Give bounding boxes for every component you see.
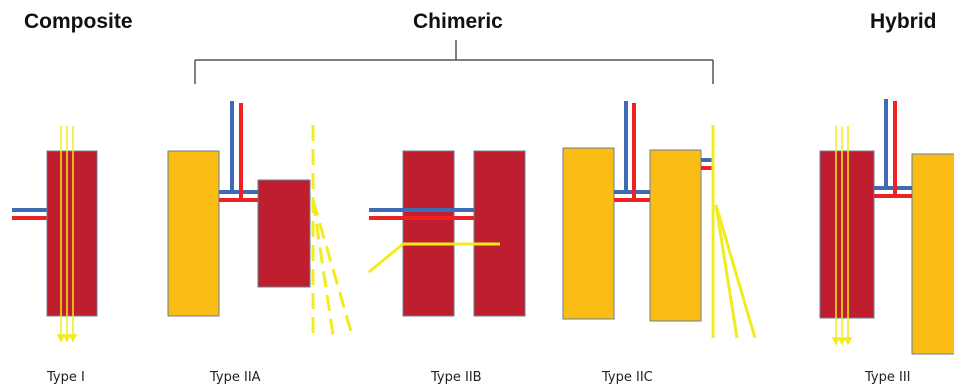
muscle-flap <box>257 179 311 288</box>
heading-hybrid: Hybrid <box>870 10 937 33</box>
label-type-i: Type I <box>47 370 85 385</box>
type-iii-diagram <box>819 99 954 355</box>
muscle-flap <box>46 150 98 317</box>
pedicle <box>219 101 258 202</box>
label-type-iib: Type IIB <box>431 370 482 385</box>
pedicle <box>874 99 912 198</box>
pedicle <box>369 208 474 220</box>
muscle-flap-right <box>473 150 526 317</box>
chimeric-bracket <box>194 40 714 84</box>
perforator-lines <box>311 125 354 336</box>
perforator-lines <box>711 125 757 339</box>
type-iic-diagram <box>562 101 757 339</box>
skin-flap <box>167 150 220 317</box>
skin-flap <box>911 153 954 355</box>
heading-composite: Composite <box>24 10 133 33</box>
type-iia-diagram <box>167 101 354 336</box>
label-type-iic: Type IIC <box>602 370 653 385</box>
perforator-lines <box>831 126 853 346</box>
heading-chimeric: Chimeric <box>413 10 503 33</box>
type-iib-diagram <box>368 150 526 317</box>
muscle-flap <box>819 150 875 319</box>
skin-flap-left <box>562 147 615 320</box>
perforator-lines <box>56 126 78 343</box>
perforator-lines <box>368 242 500 274</box>
label-type-iia: Type IIA <box>210 370 261 385</box>
muscle-flap-left <box>402 150 455 317</box>
skin-flap-right <box>649 149 702 322</box>
label-type-iii: Type III <box>865 370 911 385</box>
type-i-diagram <box>12 126 98 343</box>
